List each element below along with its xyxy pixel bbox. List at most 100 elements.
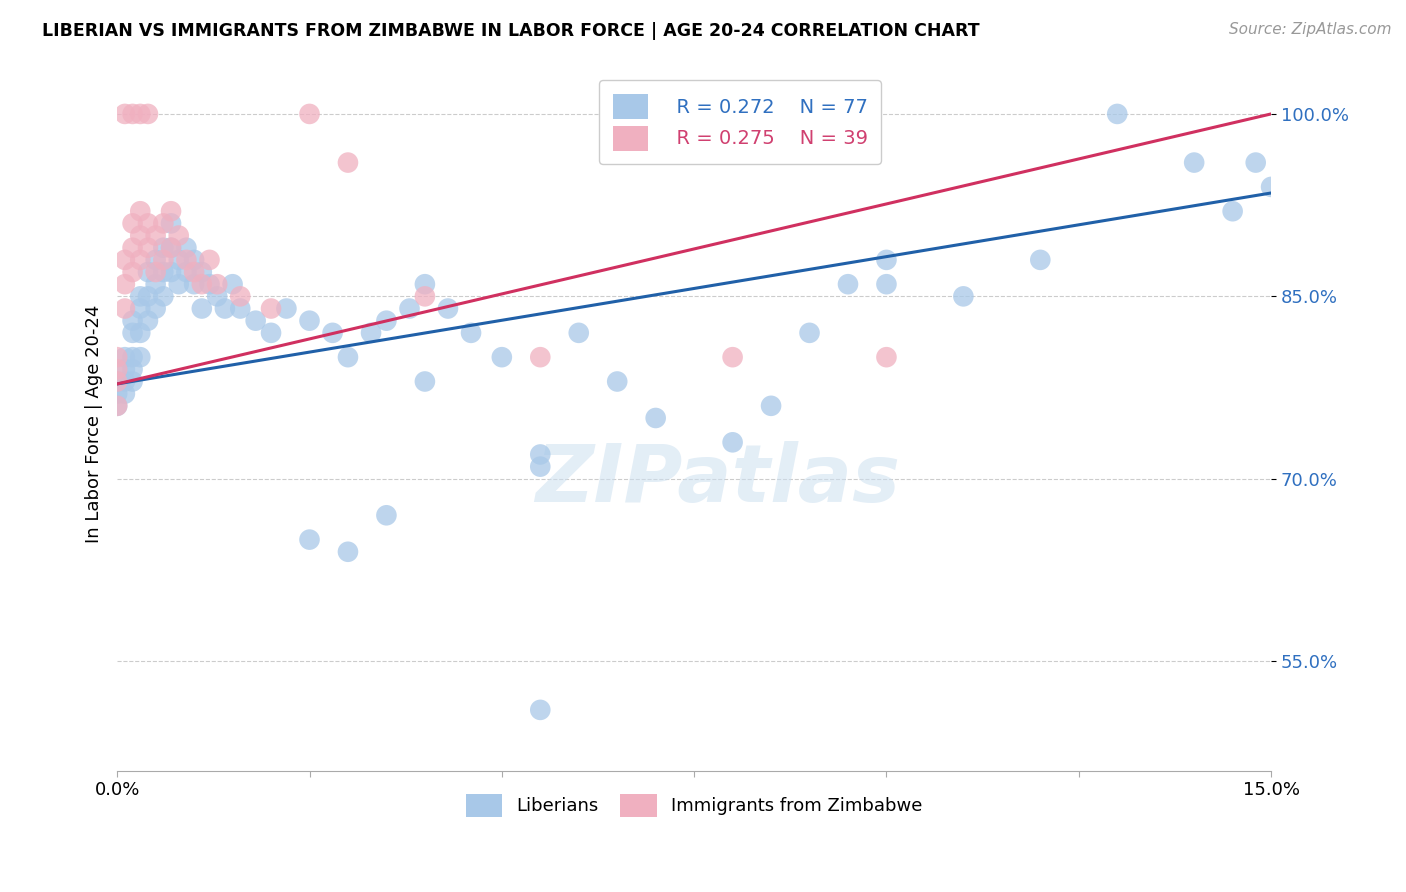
Point [1029,252,1052,267]
Point [198,277,221,292]
Point [491,350,513,364]
Point [105,362,128,376]
Point [183,277,205,292]
Point [105,386,128,401]
Point [136,241,159,255]
Point [129,204,152,219]
Point [167,228,190,243]
Point [145,228,167,243]
Point [1107,107,1129,121]
Point [644,411,666,425]
Point [145,265,167,279]
Point [152,265,174,279]
Point [1222,204,1244,219]
Point [191,265,214,279]
Point [529,703,551,717]
Point [136,289,159,303]
Point [105,399,128,413]
Point [606,375,628,389]
Point [160,241,183,255]
Point [160,216,183,230]
Point [875,350,897,364]
Point [160,265,183,279]
Point [952,289,974,303]
Point [121,326,143,340]
Point [721,435,744,450]
Point [105,350,128,364]
Point [176,241,198,255]
Point [129,107,152,121]
Point [129,228,152,243]
Legend: Liberians, Immigrants from Zimbabwe: Liberians, Immigrants from Zimbabwe [458,787,929,824]
Point [176,252,198,267]
Y-axis label: In Labor Force | Age 20-24: In Labor Force | Age 20-24 [86,305,103,543]
Point [160,241,183,255]
Point [136,314,159,328]
Point [145,301,167,316]
Point [413,375,436,389]
Point [191,301,214,316]
Point [152,289,174,303]
Point [837,277,859,292]
Point [129,289,152,303]
Point [360,326,382,340]
Point [105,399,128,413]
Point [1244,155,1267,169]
Point [437,301,460,316]
Point [221,277,243,292]
Point [413,277,436,292]
Point [529,447,551,461]
Point [129,301,152,316]
Point [114,375,136,389]
Point [322,326,344,340]
Point [336,350,359,364]
Point [152,252,174,267]
Point [105,375,128,389]
Text: LIBERIAN VS IMMIGRANTS FROM ZIMBABWE IN LABOR FORCE | AGE 20-24 CORRELATION CHAR: LIBERIAN VS IMMIGRANTS FROM ZIMBABWE IN … [42,22,980,40]
Point [336,545,359,559]
Point [114,252,136,267]
Point [121,375,143,389]
Point [198,252,221,267]
Point [229,289,252,303]
Point [205,289,228,303]
Point [298,107,321,121]
Point [529,350,551,364]
Point [529,459,551,474]
Point [1182,155,1205,169]
Point [375,314,398,328]
Point [276,301,298,316]
Point [136,107,159,121]
Point [129,350,152,364]
Point [759,399,782,413]
Point [568,326,591,340]
Point [298,314,321,328]
Point [167,277,190,292]
Point [160,204,183,219]
Point [121,216,143,230]
Point [875,277,897,292]
Point [121,350,143,364]
Point [183,265,205,279]
Point [260,301,283,316]
Point [167,252,190,267]
Point [205,277,228,292]
Point [799,326,821,340]
Point [176,265,198,279]
Point [121,314,143,328]
Point [183,252,205,267]
Point [114,386,136,401]
Point [121,107,143,121]
Point [245,314,267,328]
Point [121,241,143,255]
Point [191,277,214,292]
Point [114,350,136,364]
Point [114,277,136,292]
Point [145,252,167,267]
Point [413,289,436,303]
Point [114,107,136,121]
Point [460,326,482,340]
Point [121,362,143,376]
Point [214,301,236,316]
Point [875,252,897,267]
